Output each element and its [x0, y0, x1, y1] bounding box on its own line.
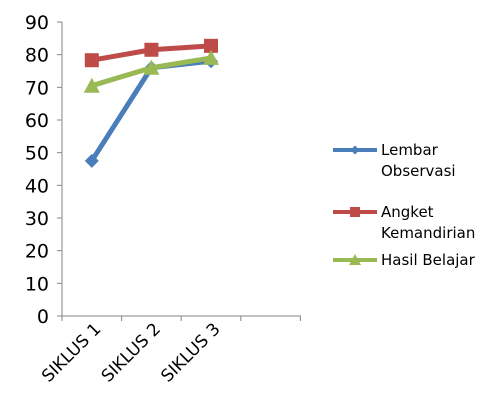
legend-item: Hasil Belajar: [333, 251, 476, 269]
legend-label: Observasi: [381, 162, 456, 180]
legend-label: Angket: [381, 203, 434, 221]
data-point-triangle: [203, 49, 219, 65]
y-tick-label: 0: [37, 306, 49, 328]
y-tick-label: 30: [25, 208, 49, 230]
x-category-label: SIKLUS 1: [38, 319, 105, 386]
legend: Lembar Observasi Angket Kemandirian Hasil Be…: [333, 141, 476, 269]
plot-area: [83, 38, 219, 168]
data-point-square: [84, 53, 99, 68]
legend-label: Kemandirian: [381, 224, 475, 242]
series-line: [89, 58, 214, 164]
data-point-square: [204, 38, 218, 53]
legend-marker: [349, 254, 361, 265]
x-category-label: SIKLUS 3: [157, 319, 224, 386]
y-tick-label: 80: [25, 45, 49, 67]
y-axis: 0 10 20 30 40 50 60 70 80 90: [25, 12, 63, 328]
legend-label: Hasil Belajar: [381, 251, 476, 269]
x-category-label: SIKLUS 2: [98, 319, 165, 386]
y-tick-label: 10: [25, 273, 49, 295]
data-point-diamond: [84, 153, 99, 168]
data-point-triangle: [143, 59, 160, 75]
y-tick-label: 60: [25, 110, 49, 132]
legend-item: Angket Kemandirian: [333, 203, 475, 242]
data-point-triangle: [83, 77, 100, 93]
legend-label: Lembar: [381, 141, 439, 159]
data-point-square: [144, 42, 159, 57]
y-tick-label: 90: [25, 12, 49, 34]
series-3: [83, 49, 219, 93]
y-tick-label: 20: [25, 241, 49, 263]
y-tick-label: 70: [25, 77, 49, 99]
y-tick-label: 50: [25, 143, 49, 165]
legend-item: Lembar Observasi: [333, 141, 456, 180]
legend-marker: [350, 145, 360, 155]
y-tick-label: 40: [25, 175, 49, 197]
series-2: [84, 38, 218, 68]
legend-marker: [350, 207, 360, 217]
